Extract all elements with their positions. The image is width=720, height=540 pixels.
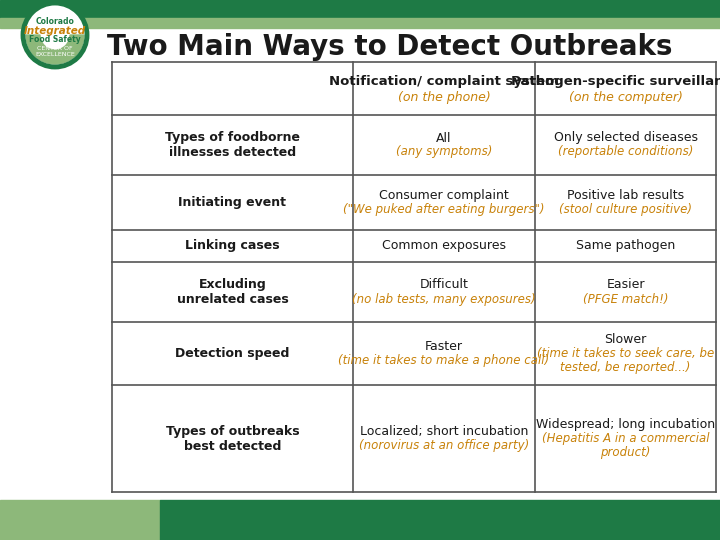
Text: Same pathogen: Same pathogen bbox=[576, 240, 675, 253]
Text: (reportable conditions): (reportable conditions) bbox=[558, 145, 693, 159]
Text: Positive lab results: Positive lab results bbox=[567, 189, 684, 202]
Text: Excluding: Excluding bbox=[199, 278, 266, 291]
Text: Faster: Faster bbox=[425, 340, 463, 353]
Text: Two Main Ways to Detect Outbreaks: Two Main Ways to Detect Outbreaks bbox=[107, 33, 672, 61]
Text: Difficult: Difficult bbox=[420, 279, 469, 292]
Text: Food Safety: Food Safety bbox=[29, 36, 81, 44]
Text: All: All bbox=[436, 132, 451, 145]
Text: Types of foodborne: Types of foodborne bbox=[165, 131, 300, 144]
Text: Initiating event: Initiating event bbox=[179, 196, 287, 209]
Text: Slower: Slower bbox=[604, 333, 647, 346]
Bar bbox=[0, 0, 720, 18]
Text: Types of outbreaks: Types of outbreaks bbox=[166, 424, 300, 437]
Text: ("We puked after eating burgers"): ("We puked after eating burgers") bbox=[343, 203, 545, 216]
Text: Pathogen-specific surveillance: Pathogen-specific surveillance bbox=[510, 75, 720, 88]
Text: Notification/ complaint system: Notification/ complaint system bbox=[329, 75, 559, 88]
Text: Localized; short incubation: Localized; short incubation bbox=[360, 425, 528, 438]
Text: (PFGE match!): (PFGE match!) bbox=[582, 293, 668, 306]
Text: product): product) bbox=[600, 446, 651, 459]
Text: (Hepatitis A in a commercial: (Hepatitis A in a commercial bbox=[541, 432, 709, 445]
Text: (on the phone): (on the phone) bbox=[397, 91, 490, 104]
Text: (norovirus at an office party): (norovirus at an office party) bbox=[359, 439, 529, 452]
Text: (no lab tests, many exposures): (no lab tests, many exposures) bbox=[352, 293, 536, 306]
Text: (any symptoms): (any symptoms) bbox=[396, 145, 492, 159]
Text: Consumer complaint: Consumer complaint bbox=[379, 189, 509, 202]
Text: Colorado: Colorado bbox=[35, 17, 74, 25]
Text: Common exposures: Common exposures bbox=[382, 240, 506, 253]
Text: EXCELLENCE: EXCELLENCE bbox=[35, 52, 75, 57]
Bar bbox=[0, 500, 160, 540]
Wedge shape bbox=[26, 35, 84, 64]
Text: Widespread; long incubation: Widespread; long incubation bbox=[536, 418, 715, 431]
Text: best detected: best detected bbox=[184, 440, 282, 453]
Text: (time it takes to seek care, be: (time it takes to seek care, be bbox=[537, 347, 714, 360]
Text: illnesses detected: illnesses detected bbox=[169, 146, 296, 159]
Text: Easier: Easier bbox=[606, 279, 644, 292]
Text: Detection speed: Detection speed bbox=[175, 347, 289, 360]
Circle shape bbox=[23, 3, 87, 67]
Text: unrelated cases: unrelated cases bbox=[176, 293, 289, 306]
Text: Linking cases: Linking cases bbox=[185, 240, 280, 253]
Text: Only selected diseases: Only selected diseases bbox=[554, 132, 698, 145]
Text: (stool culture positive): (stool culture positive) bbox=[559, 203, 692, 216]
Bar bbox=[160, 500, 720, 540]
Text: (time it takes to make a phone call): (time it takes to make a phone call) bbox=[338, 354, 549, 367]
Text: tested, be reported...): tested, be reported...) bbox=[560, 361, 690, 374]
Text: CENTER OF: CENTER OF bbox=[37, 46, 73, 51]
Text: Integrated: Integrated bbox=[24, 26, 86, 36]
Bar bbox=[0, 18, 720, 28]
Text: (on the computer): (on the computer) bbox=[569, 91, 683, 104]
